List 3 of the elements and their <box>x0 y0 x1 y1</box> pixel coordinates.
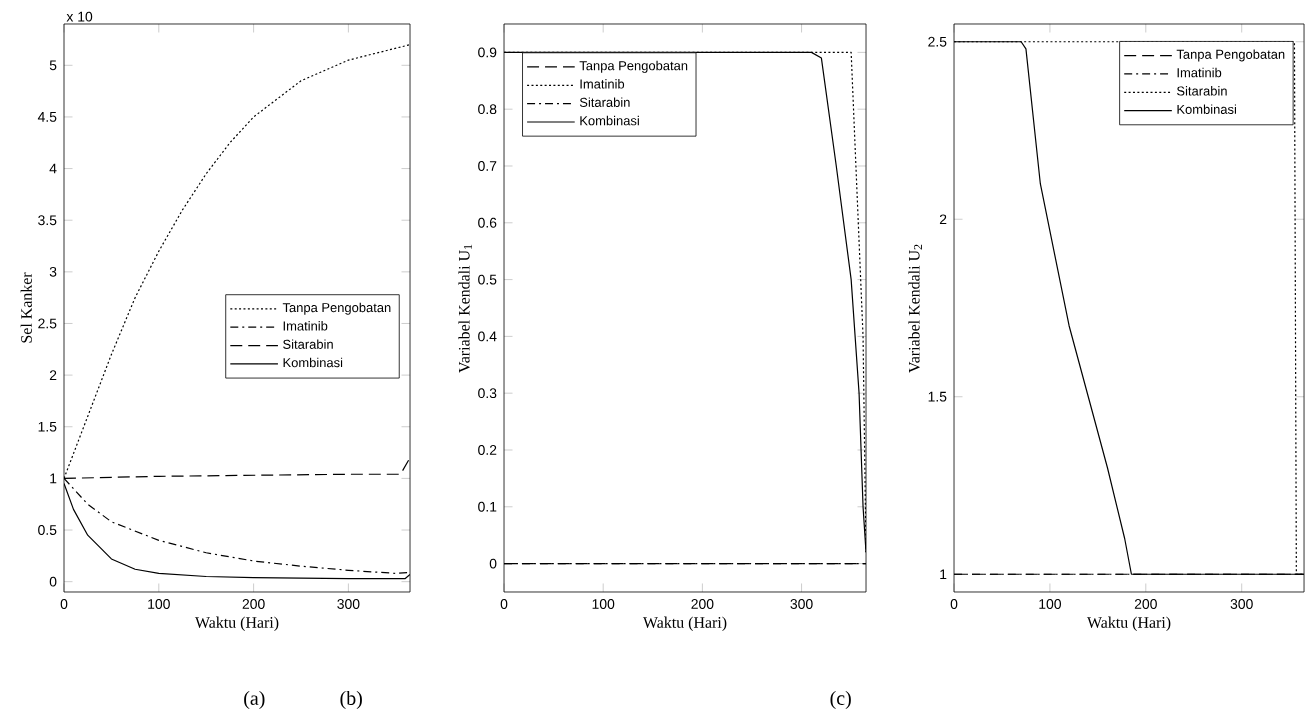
text: (a) <box>244 691 265 710</box>
text: (c) <box>830 691 851 710</box>
text: (b) <box>340 691 362 710</box>
